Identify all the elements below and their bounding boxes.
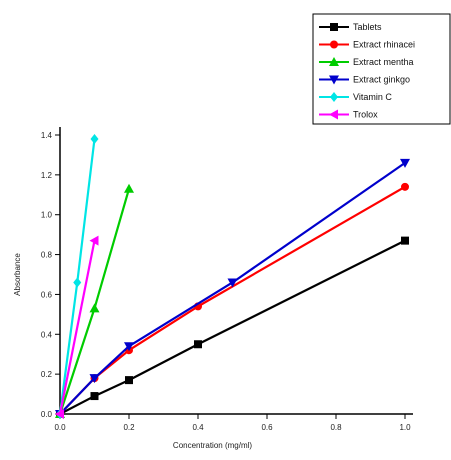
legend-item-vitamin-c: Vitamin C [319,92,392,102]
data-point-extract-rhinacei [401,182,409,191]
data-point-extract-ginkgo [227,278,238,288]
legend-item-trolox: Trolox [319,109,378,120]
y-tick-label: 0.2 [41,370,53,379]
legend-marker [330,92,338,102]
y-tick-label: 0.4 [41,330,53,339]
series-line-trolox [58,240,96,415]
y-tick-label: 1.0 [41,211,53,220]
y-tick-label: 1.4 [41,131,53,140]
series-line-extract-ginkgo [59,161,406,415]
series-tablets [56,236,409,418]
data-point-extract-ginkgo [89,374,100,384]
series-line-extract-rhinacei [59,185,406,415]
x-axis-label: Concentration (mg/ml) [173,441,252,450]
data-point-tablets [401,236,409,245]
x-tick-label: 1.0 [399,423,411,432]
legend-marker [329,57,339,66]
data-point-extract-mentha [124,183,134,193]
legend-marker [330,23,338,31]
x-tick-label: 0.8 [330,423,342,432]
legend-marker [330,40,338,49]
data-point-trolox [89,235,99,246]
data-point-tablets [194,340,202,349]
data-point-tablets [90,392,99,401]
y-tick-label: 0.8 [41,251,53,260]
legend-item-extract-mentha: Extract mentha [319,57,414,67]
series-extract-rhinacei [56,182,409,418]
legend-marker [329,75,339,85]
legend-label: Extract ginkgo [353,75,410,85]
legend-box [312,13,451,125]
legend-item-tablets: Tablets [319,22,382,32]
y-tick-label: 0.0 [41,410,53,419]
x-tick-label: 0.0 [54,423,66,432]
series-trolox [55,235,99,419]
legend-label: Extract mentha [353,57,414,67]
series-line-vitamin-c [58,138,96,415]
x-tick-label: 0.4 [192,423,204,432]
legend-item-extract-rhinacei: Extract rhinacei [319,40,415,50]
legend-label: Vitamin C [353,92,392,102]
y-axis-label: Absorbance [13,253,22,296]
legend-label: Trolox [353,110,378,120]
axes: 0.0 0.2 0.4 0.6 0.8 1.0 0.0 0.2 0.4 0.6 0.8 1.0 1.2 1… [41,127,413,432]
legend-label: Tablets [353,22,382,32]
legend-item-extract-ginkgo: Extract ginkgo [319,75,410,85]
series-layer [55,133,410,419]
y-tick-label: 1.2 [41,171,53,180]
data-point-tablets [125,376,133,385]
x-tick-label: 0.6 [261,423,273,432]
data-point-extract-ginkgo [400,158,410,168]
data-point-vitamin-c [90,133,99,144]
data-point-vitamin-c [73,277,82,288]
x-tick-label: 0.2 [123,423,135,432]
series-extract-ginkgo [55,158,410,419]
series-line-tablets [59,239,406,415]
legend: Tablets Extract rhinacei Extract mentha Ext… [312,13,451,125]
data-point-extract-mentha [89,303,100,313]
legend-marker [329,109,338,120]
data-point-trolox [55,409,64,419]
data-point-extract-ginkgo [124,342,134,352]
legend-label: Extract rhinacei [353,40,415,50]
y-tick-label: 0.6 [41,290,53,299]
